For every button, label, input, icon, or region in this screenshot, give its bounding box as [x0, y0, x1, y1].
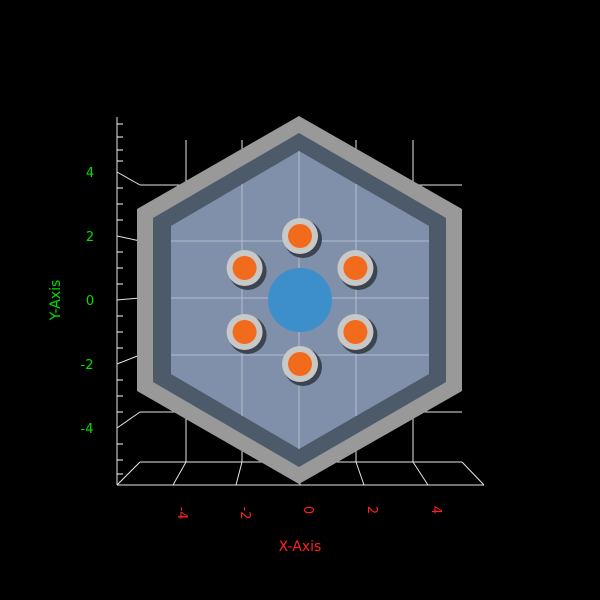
- fuel-pins: [226, 218, 378, 386]
- y-tick-label: 0: [86, 294, 94, 309]
- x-tick-label: 2: [364, 506, 379, 514]
- x-tick-labels: -4 -2 0 2 4: [174, 506, 443, 520]
- fuel-pin: [337, 314, 378, 354]
- y-tick-label: -4: [81, 422, 94, 437]
- x-tick-label: -2: [237, 507, 252, 520]
- fuel-pin-core: [232, 320, 257, 344]
- hex-assembly: [137, 116, 462, 484]
- x-axis-title: X-Axis: [279, 539, 322, 555]
- x-tick-label: -4: [174, 507, 189, 520]
- fuel-pin-core: [232, 256, 257, 280]
- fuel-pin: [282, 346, 322, 386]
- fuel-pin: [226, 314, 267, 354]
- y-axis-title: Y-Axis: [48, 280, 64, 322]
- fuel-pin-core: [343, 256, 368, 280]
- y-tick-label: -2: [81, 358, 94, 373]
- y-axis-minor-ticks: [117, 123, 123, 475]
- fuel-pin-core: [288, 352, 312, 376]
- fuel-pin-core: [288, 224, 312, 248]
- y-tick-label: 4: [86, 166, 94, 181]
- fuel-pin: [282, 218, 322, 258]
- y-tick-label: 2: [86, 230, 94, 245]
- fuel-pin: [337, 250, 378, 290]
- x-tick-label: 0: [300, 506, 315, 514]
- central-disk: [268, 268, 332, 332]
- fuel-pin-core: [343, 320, 368, 344]
- x-tick-label: 4: [428, 506, 443, 514]
- fuel-pin: [226, 250, 267, 290]
- y-tick-labels: 4 2 0 -2 -4: [81, 166, 95, 437]
